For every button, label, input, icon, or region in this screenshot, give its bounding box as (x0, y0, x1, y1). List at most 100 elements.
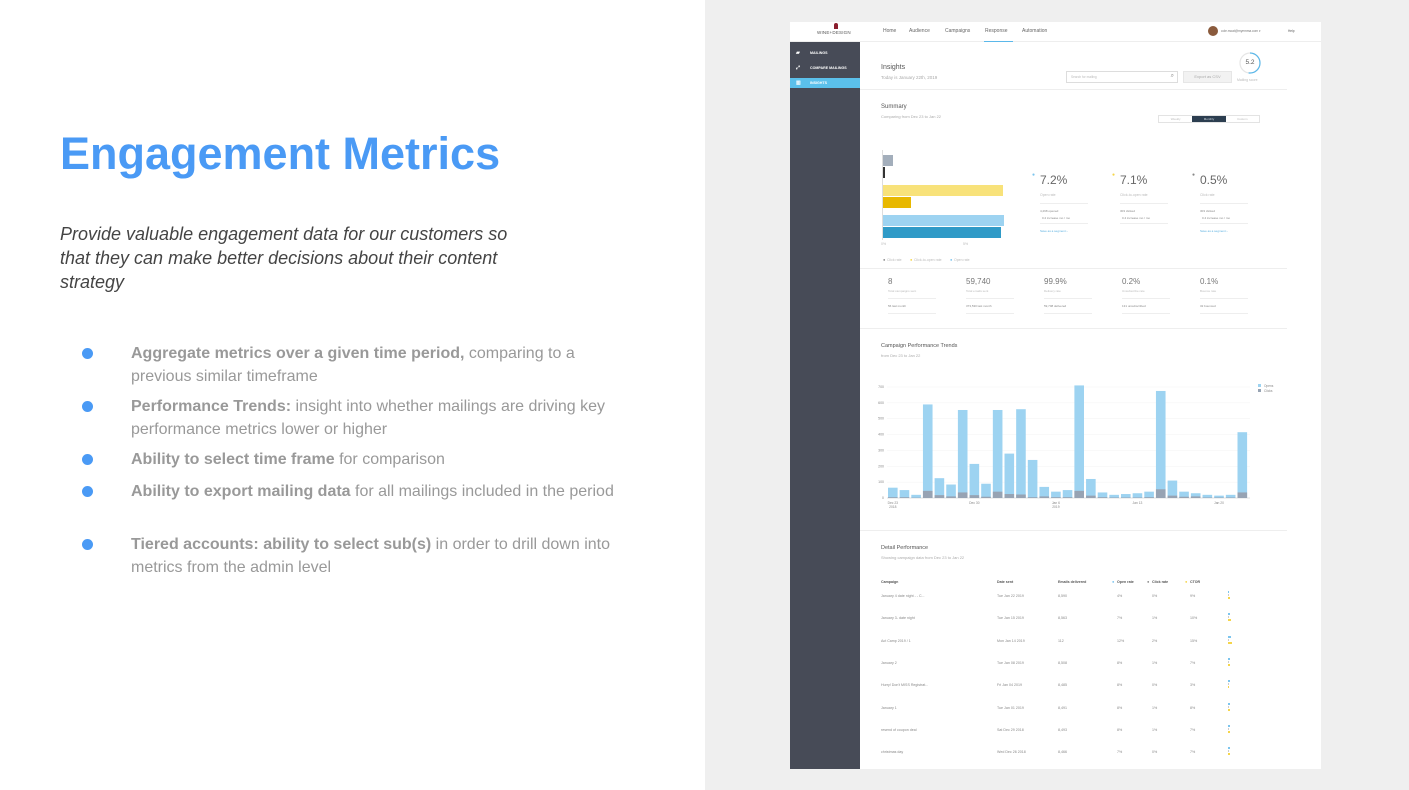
bar-opens (1051, 491, 1061, 498)
summary-title: Summary (881, 104, 907, 110)
sidebar-item-compare-mailings[interactable]: ⤢ COMPARE MAILINGS (790, 63, 860, 73)
save-segment-link[interactable]: Save as a segment › (1200, 229, 1228, 233)
cell: Mon Jan 14 2019 (997, 638, 1025, 643)
table-row[interactable] (875, 611, 1295, 629)
divider (888, 298, 936, 299)
bar-clicks (946, 496, 956, 498)
bullet-item: Aggregate metrics over a given time peri… (131, 342, 621, 388)
bar-opens (1202, 494, 1213, 498)
bullet-text: comparing to a previous similar timefram… (131, 345, 575, 385)
bar-opens (957, 409, 968, 498)
bar-opens (1027, 459, 1038, 498)
cell: 15% (1190, 638, 1198, 643)
period-custom[interactable]: Custom (1237, 117, 1248, 121)
cell: Hurry! Don't MISS Registrat... (881, 683, 929, 688)
table-row[interactable] (875, 723, 1295, 741)
divider (1122, 298, 1170, 299)
bar-opens (1062, 490, 1073, 498)
bullet-text: for all mailings included in the period (350, 483, 614, 500)
trends-title: Campaign Performance Trends (881, 343, 958, 349)
y-tick-label: 400 (878, 433, 884, 437)
bullet-dot (82, 539, 93, 550)
table-row[interactable] (875, 589, 1295, 607)
save-segment-link[interactable]: Save as a segment › (1040, 229, 1068, 233)
column-header[interactable]: Open rate (1117, 580, 1134, 584)
column-header[interactable]: CTOR (1190, 580, 1201, 584)
bar-opens (888, 487, 898, 498)
stat-label: Total campaigns sent (888, 289, 917, 293)
metric-detail: 303 clicked (1200, 209, 1216, 213)
cell: 8,466 (1058, 750, 1067, 755)
table-row[interactable] (875, 745, 1295, 763)
cell: 8,485 (1058, 683, 1067, 688)
column-header[interactable]: Click rate (1152, 580, 1169, 584)
bar-opens (1074, 385, 1084, 498)
column-header[interactable]: Emails delivered (1058, 580, 1087, 584)
sidebar-item-label: INSIGHTS (810, 81, 827, 85)
y-tick-label: 700 (878, 385, 884, 389)
metric-label: Click-to-open rate (1120, 193, 1148, 197)
divider (1122, 313, 1170, 314)
mini-bar-click (1228, 727, 1229, 730)
metric-value: 7.2% (1040, 173, 1068, 187)
column-dot: ● (1112, 579, 1115, 584)
nav-response[interactable]: Response (985, 28, 1008, 34)
table-row[interactable] (875, 634, 1295, 652)
mini-bar-ctor (1228, 686, 1229, 689)
today-date: Today is January 22th, 2019 (881, 75, 938, 80)
cell: 1% (1152, 705, 1158, 710)
help-link[interactable]: Help (1288, 29, 1295, 33)
column-header[interactable]: Date sent (997, 580, 1014, 584)
detail-title: Detail Performance (881, 545, 929, 551)
column-dot: ● (1185, 579, 1188, 584)
bar-opens (1214, 495, 1224, 498)
stat-label: Delivery rate (1044, 289, 1061, 293)
mini-bar-open (1228, 657, 1230, 660)
metric-change: 0.4 increase mo / mo (1122, 216, 1151, 220)
mini-bar-ctor (1228, 663, 1230, 666)
bar-opens (1121, 494, 1131, 498)
bullet-dot (82, 348, 93, 359)
table-row[interactable] (875, 656, 1295, 674)
sidebar: ▰ MAILINGS ⤢ COMPARE MAILINGS ▥ INSIGHTS (790, 42, 860, 769)
export-csv-button[interactable]: Export as CSV (1183, 71, 1232, 83)
table-row[interactable] (875, 701, 1295, 719)
cell: 8% (1117, 683, 1123, 688)
mailing-score-value: 5.2 (1245, 59, 1255, 66)
bullet-bold: Ability to export mailing data (131, 483, 351, 500)
legend-dot: ● (910, 257, 913, 262)
legend-swatch (1258, 384, 1261, 387)
bar-clicks (1086, 495, 1096, 498)
bar-opens (1155, 390, 1166, 498)
avatar[interactable] (1208, 26, 1218, 36)
nav-automation[interactable]: Automation (1022, 28, 1048, 34)
period-weekly[interactable]: Weekly (1170, 117, 1181, 121)
bullet-dot (82, 486, 93, 497)
stat-label: Total emails sent (966, 289, 989, 293)
divider (888, 313, 936, 314)
user-menu[interactable]: cole.moat@myemma.com ▾ (1221, 29, 1261, 33)
cell: 1% (1152, 616, 1158, 621)
table-row[interactable] (875, 678, 1295, 696)
divider (1200, 313, 1248, 314)
cell: 8% (1117, 705, 1123, 710)
mini-bar-ctor (1228, 641, 1232, 644)
nav-campaigns[interactable]: Campaigns (945, 28, 971, 34)
column-header[interactable]: Campaign (881, 580, 899, 584)
nav-home[interactable]: Home (883, 28, 897, 34)
legend-dot: ● (883, 257, 886, 262)
nav-audience[interactable]: Audience (909, 28, 930, 34)
bar-clicks (1097, 497, 1108, 498)
bar-clicks (922, 490, 933, 498)
cell: 9% (1190, 594, 1196, 598)
x-tick-label: Jan 20 (1214, 501, 1224, 505)
x-tick-label: Jan 13 (1132, 501, 1142, 505)
cell: Fri Jan 04 2019 (997, 683, 1022, 688)
search-input[interactable]: Search for mailing ⌕ (1066, 71, 1178, 83)
legend-dot: ● (950, 257, 953, 262)
sidebar-item-insights[interactable]: ▥ INSIGHTS (790, 78, 860, 88)
period-monthly[interactable]: Monthly (1192, 116, 1226, 122)
y-tick-label: 500 (878, 417, 884, 421)
sidebar-item-mailings[interactable]: ▰ MAILINGS (790, 48, 860, 58)
bar-clicks (992, 491, 1003, 498)
